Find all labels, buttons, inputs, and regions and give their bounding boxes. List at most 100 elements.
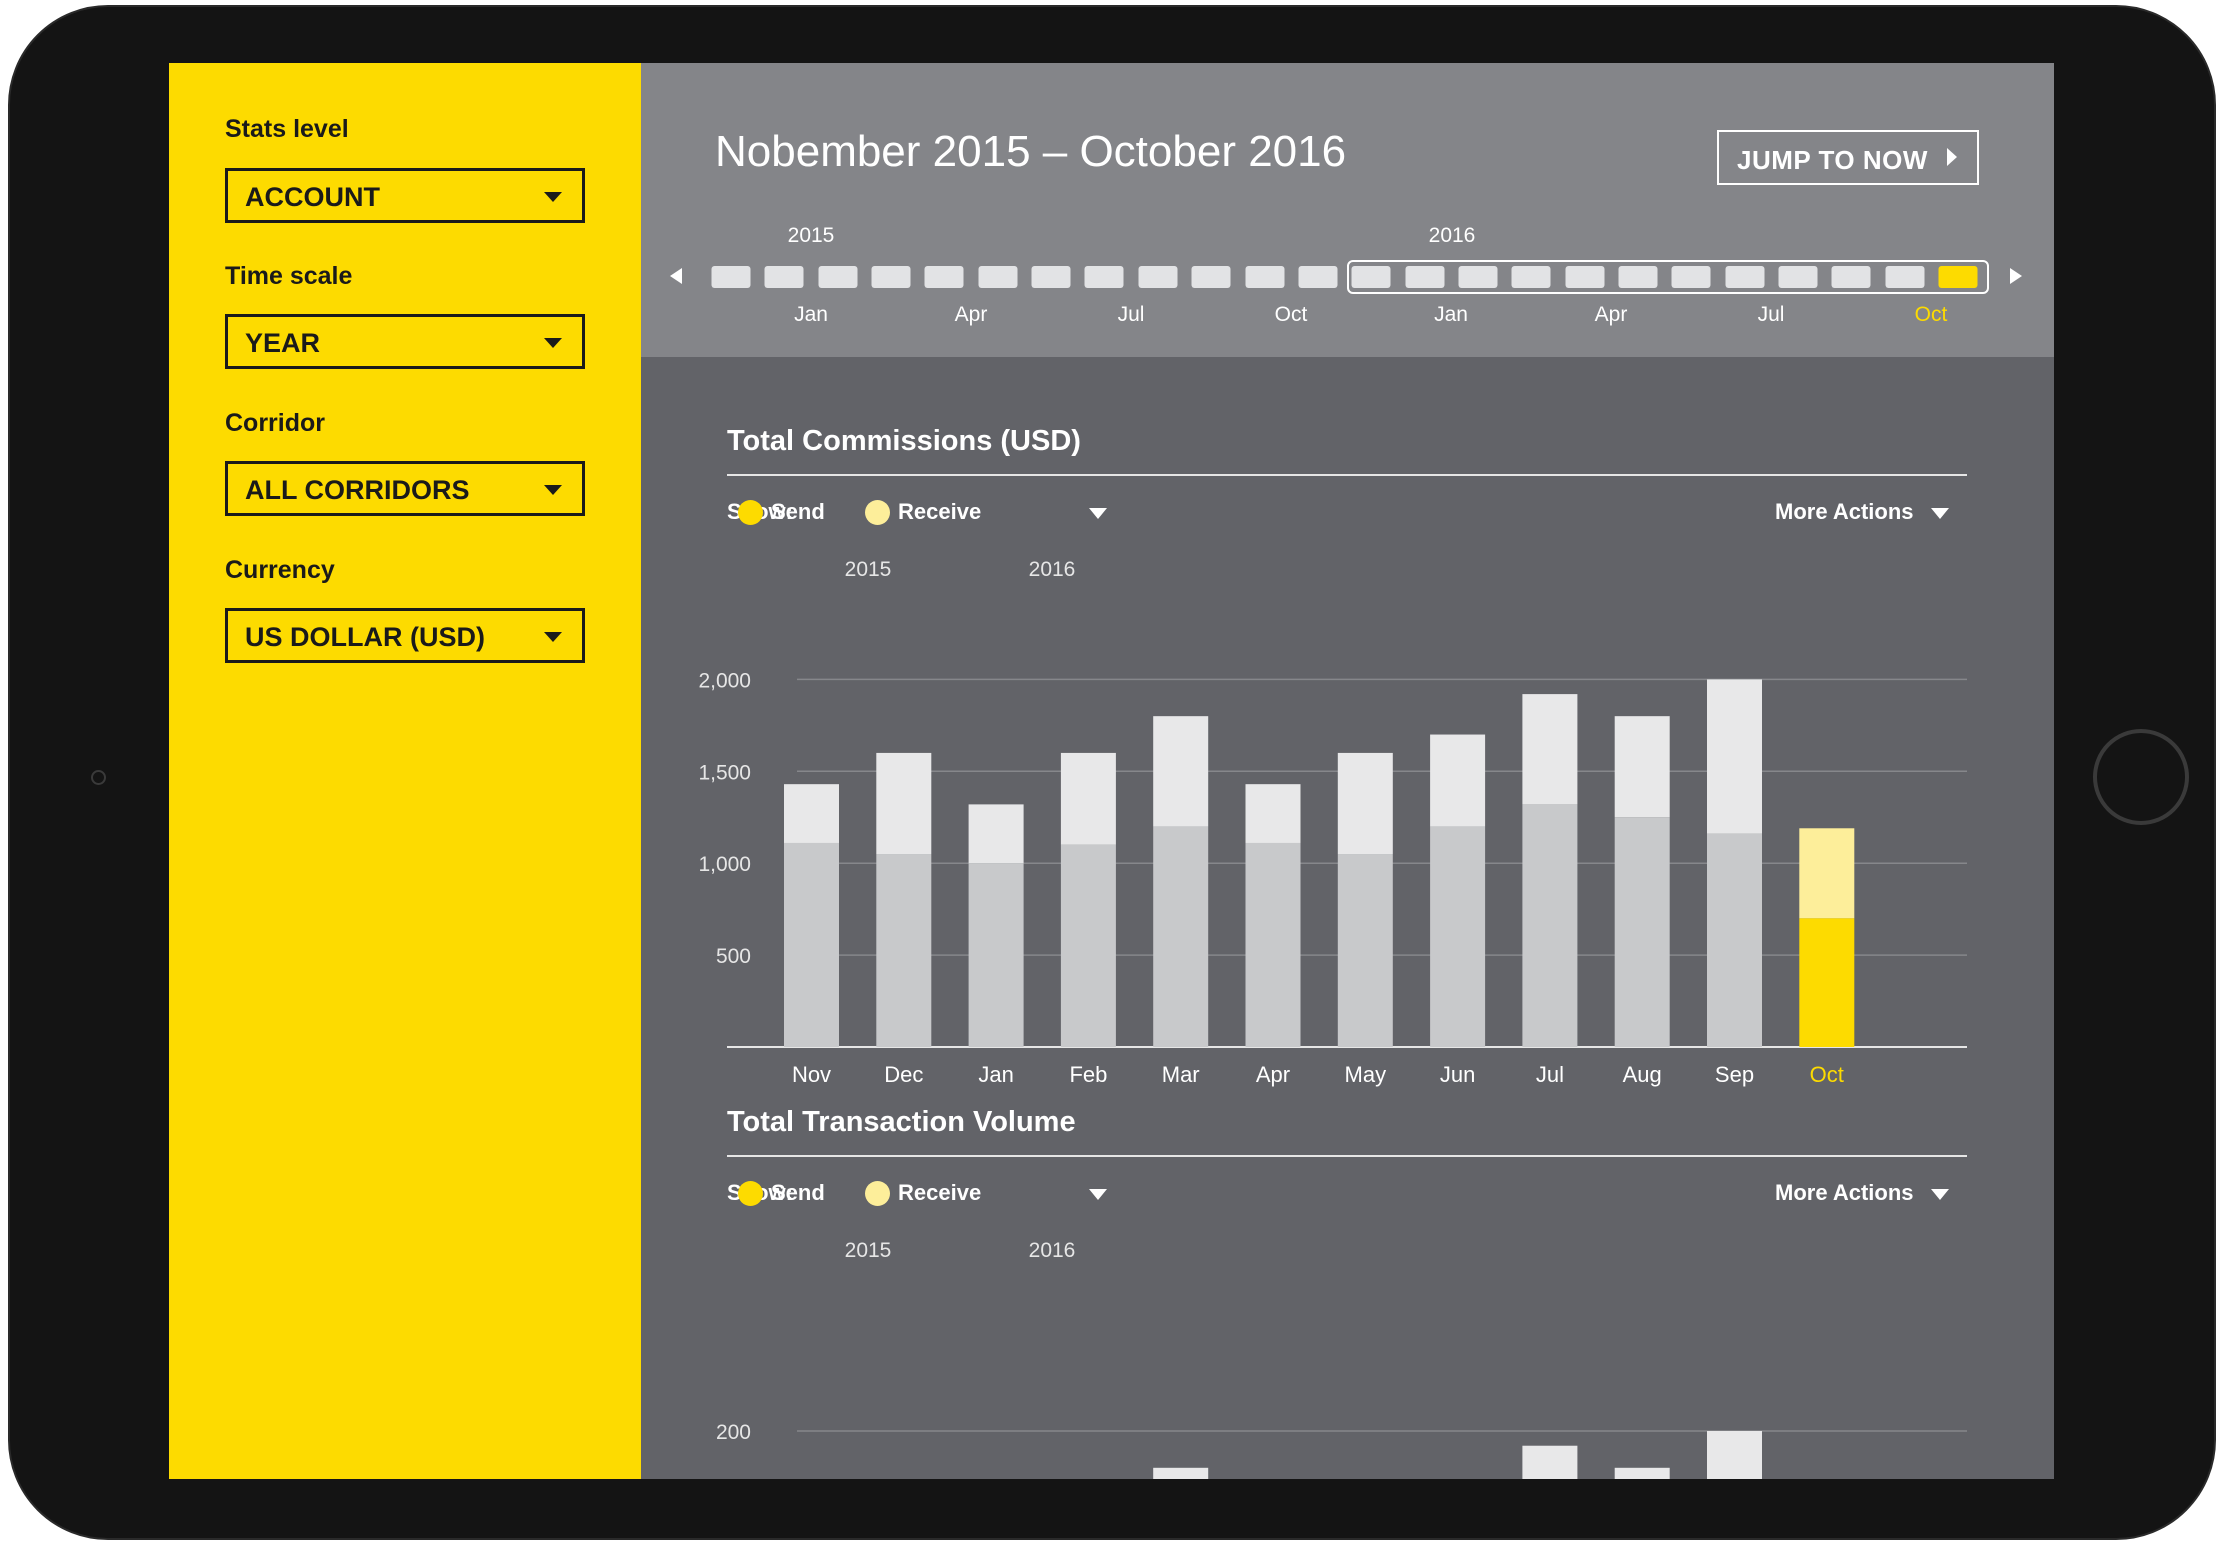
send-legend-dot[interactable] [738,500,763,525]
legend-dropdown-icon[interactable] [1089,508,1107,519]
bar-send [876,854,932,1047]
camera-icon [91,770,106,785]
timeline-month-box-active[interactable] [1938,266,1978,288]
timeline-month-label-active: Oct [1914,303,1948,326]
send-legend-label[interactable]: Send [771,1180,825,1205]
date-range-title: Nobember 2015 – October 2016 [715,127,1347,176]
timeline-month-box[interactable] [1084,266,1124,288]
stats-level-select[interactable]: ACCOUNT [225,168,585,223]
bar-send [1799,918,1855,1047]
more-actions-button[interactable]: More Actions [1775,499,1914,524]
x-tick-label: Sep [1715,1062,1754,1087]
timeline-month-box[interactable] [764,266,804,288]
receive-legend-dot[interactable] [865,1181,890,1206]
receive-legend-dot[interactable] [865,500,890,525]
bar-send [1060,844,1116,1047]
jump-to-now-button[interactable]: JUMP TO NOW [1717,130,1979,185]
time-scale-value: YEAR [245,328,321,358]
bar-send [1614,817,1670,1047]
timeline-selection-bracket[interactable] [1347,260,1989,294]
bar-receive [1799,828,1855,919]
bar-receive [1153,716,1209,827]
y-tick-label: 2,000 [698,669,751,692]
chevron-down-icon[interactable] [1931,1189,1949,1200]
timeline-year-label: 2015 [787,224,835,247]
x-tick-label: Oct [1810,1062,1844,1087]
chevron-down-icon [544,192,562,202]
timeline-month-box[interactable] [1831,266,1871,288]
bar-send [1430,826,1486,1047]
timeline-month-box[interactable] [1138,266,1178,288]
timeline-month-label: Oct [1274,303,1308,326]
timeline-month-box[interactable] [924,266,964,288]
bar-receive [1707,1431,1762,1479]
timeline-month-label: Jul [1117,303,1145,326]
y-tick-label: 500 [716,945,751,968]
timeline-next-arrow-icon[interactable] [2010,268,2022,284]
timeline-header: Nobember 2015 – October 2016 JUMP TO NOW… [641,63,2054,357]
time-scale-label: Time scale [225,262,353,290]
timeline-month-label: Apr [1594,303,1628,326]
receive-legend-label[interactable]: Receive [898,1180,982,1205]
commissions-bar-chart: 500 1,000 1,500 2,000 Nov Dec Jan Feb Mar Apr May J… [698,669,1967,1087]
timeline-month-box[interactable] [1565,266,1605,288]
home-button[interactable] [2093,729,2189,825]
currency-select[interactable]: US DOLLAR (USD) [225,608,585,663]
timeline-month-box[interactable] [1511,266,1551,288]
x-tick-label: Jun [1440,1062,1475,1087]
transaction-volume-bar-chart: 150200 [716,1421,1967,1479]
bar-send [784,842,839,1047]
stats-level-value: ACCOUNT [245,182,380,212]
x-tick-label: Dec [884,1062,923,1087]
x-tick-label: Mar [1162,1062,1200,1087]
chart-year-label: 2016 [1028,1239,1076,1262]
bar-receive [1522,1445,1578,1479]
timeline-month-box[interactable] [871,266,911,288]
timeline-month-box[interactable] [1671,266,1711,288]
x-tick-label: May [1345,1062,1387,1087]
bar-receive [1060,752,1116,845]
timeline-month-box[interactable] [1885,266,1925,288]
timeline-month-box[interactable] [1031,266,1071,288]
timeline-month-box[interactable] [1191,266,1231,288]
timeline-month-box[interactable] [1405,266,1445,288]
timeline-month-box[interactable] [1778,266,1818,288]
bar-send [1522,804,1578,1047]
timeline-month-box[interactable] [818,266,858,288]
chevron-down-icon[interactable] [1931,508,1949,519]
bar-receive [1614,1467,1670,1479]
bar-receive [1430,734,1486,827]
timeline-month-box[interactable] [1725,266,1765,288]
timeline-month-label: Jan [1434,303,1468,326]
timeline-prev-arrow-icon[interactable] [670,268,682,284]
x-tick-label: Feb [1069,1062,1107,1087]
timeline-month-box[interactable] [978,266,1018,288]
bar-receive [1337,752,1393,855]
timeline-month-label: Jul [1757,303,1785,326]
more-actions-button[interactable]: More Actions [1775,1180,1914,1205]
timeline-month-box[interactable] [1298,266,1338,288]
timeline-month-box[interactable] [1458,266,1498,288]
y-tick-label: 1,500 [698,761,751,784]
commissions-panel: Total Commissions (USD) Show: Send Recei… [641,425,2054,1105]
x-tick-label: Jul [1536,1062,1564,1087]
bar-receive [968,804,1024,864]
bar-receive [1522,694,1578,805]
time-scale-select[interactable]: YEAR [225,314,585,369]
y-tick-label: 1,000 [698,853,751,876]
timeline-month-box[interactable] [711,266,751,288]
timeline-month-box[interactable] [1618,266,1658,288]
send-legend-label[interactable]: Send [771,499,825,524]
chevron-down-icon [544,632,562,642]
jump-to-now-label: JUMP TO NOW [1737,145,1928,175]
corridor-select[interactable]: ALL CORRIDORS [225,461,585,516]
receive-legend-label[interactable]: Receive [898,499,982,524]
timeline-month-box[interactable] [1245,266,1284,288]
legend-dropdown-icon[interactable] [1089,1189,1107,1200]
chart-year-label: 2015 [844,1239,892,1262]
send-legend-dot[interactable] [738,1181,763,1206]
chevron-down-icon [544,485,562,495]
timeline-month-box[interactable] [1351,266,1391,288]
corridor-value: ALL CORRIDORS [245,475,470,505]
bar-send [1707,833,1762,1047]
